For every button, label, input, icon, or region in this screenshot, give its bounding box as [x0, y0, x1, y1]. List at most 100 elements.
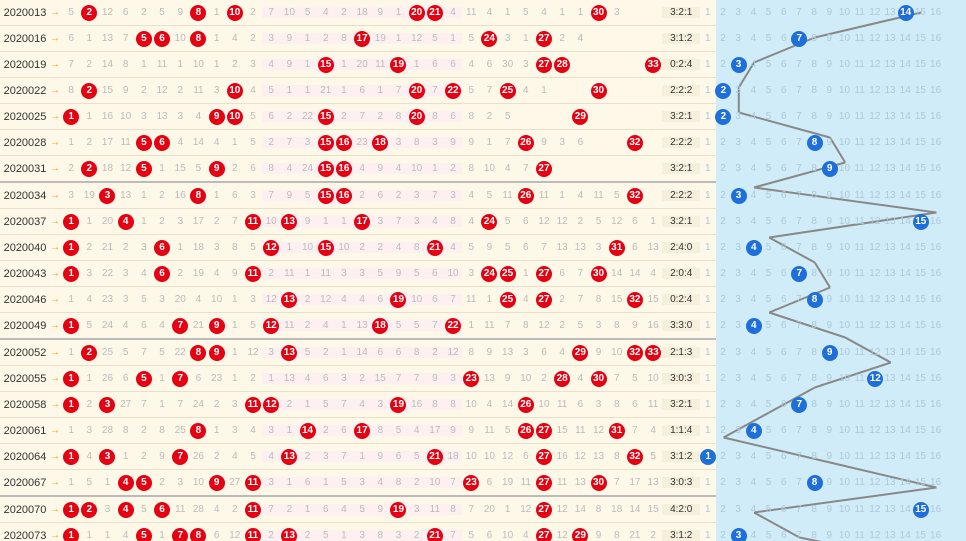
red-cell: 6: [517, 242, 535, 253]
red-cell: 9: [444, 425, 462, 436]
red-cell: 5: [135, 371, 153, 387]
blue-cell: 7: [791, 7, 806, 18]
red-cell: 26: [98, 373, 116, 384]
red-cell: 32: [626, 449, 644, 465]
red-cell: 13: [280, 528, 298, 541]
red-cell: 5: [389, 425, 407, 436]
red-ball: 26: [518, 135, 534, 151]
arrow-icon: →: [50, 85, 62, 96]
blue-cell: 5: [761, 373, 776, 384]
red-cell: 25: [98, 347, 116, 358]
red-cell: 11: [153, 59, 171, 70]
red-cell: 8: [189, 5, 207, 21]
blue-cell: 5: [761, 59, 776, 70]
red-cell: 11: [244, 397, 262, 413]
blue-cell: 14: [898, 111, 913, 122]
blue-cell: 15: [913, 268, 928, 279]
arrow-icon: →: [50, 477, 62, 488]
red-cell: 14: [626, 268, 644, 279]
blue-cell: 15: [913, 85, 928, 96]
red-cell: 8: [371, 425, 389, 436]
red-cell: 27: [535, 292, 553, 308]
blue-cell: 7: [791, 294, 806, 305]
red-cell: 5: [426, 33, 444, 44]
red-cell: 15: [644, 504, 662, 515]
blue-cell: 12: [867, 33, 882, 44]
ratio: 2:4:0: [662, 242, 700, 253]
red-cell: 2: [280, 504, 298, 515]
red-cell: 21: [98, 242, 116, 253]
red-ball: 31: [609, 240, 625, 256]
red-cell: 1: [408, 59, 426, 70]
red-cell: 16: [335, 135, 353, 151]
red-cell: 2: [353, 190, 371, 201]
red-cell: 3: [444, 190, 462, 201]
red-cell: 1: [171, 59, 189, 70]
red-cell: 1: [226, 294, 244, 305]
red-cell: 5: [117, 347, 135, 358]
blue-cell: 13: [882, 320, 897, 331]
red-cell: 32: [626, 345, 644, 361]
red-cell: 30: [589, 266, 607, 282]
blue-ball: 4: [746, 318, 762, 334]
red-ball: 5: [136, 371, 152, 387]
red-cell: 23: [462, 371, 480, 387]
red-cell: 4: [517, 294, 535, 305]
red-cell: 25: [499, 83, 517, 99]
red-cell: 2: [80, 83, 98, 99]
blue-cell: 11: [852, 111, 867, 122]
red-ball: 16: [336, 161, 352, 177]
red-cell: 12: [608, 216, 626, 227]
red-cell: 27: [535, 57, 553, 73]
red-cell: 10: [444, 268, 462, 279]
blue-cell: 15: [913, 59, 928, 70]
blue-cell: 10: [837, 33, 852, 44]
red-cell: 10: [408, 294, 426, 305]
red-cell: 3: [171, 216, 189, 227]
red-ball: 12: [263, 240, 279, 256]
red-cell: 11: [244, 266, 262, 282]
red-ball: 27: [536, 423, 552, 439]
red-cell: 2: [244, 373, 262, 384]
red-cell: 6: [426, 294, 444, 305]
red-ball: 30: [591, 371, 607, 387]
red-cell: 1: [62, 109, 80, 125]
blue-cell: 6: [776, 373, 791, 384]
red-cell: 4: [553, 347, 571, 358]
red-ball: 28: [554, 371, 570, 387]
blue-ball: 3: [731, 528, 747, 541]
red-cell: 8: [153, 425, 171, 436]
red-cell: 2: [244, 33, 262, 44]
red-cell: 27: [535, 266, 553, 282]
red-cell: 1: [153, 373, 171, 384]
blue-cell: 16: [928, 33, 943, 44]
red-cell: 10: [262, 216, 280, 227]
red-cell: 33: [644, 345, 662, 361]
red-cell: 4: [335, 294, 353, 305]
red-cell: 2: [80, 5, 98, 21]
blue-cell: 4: [746, 423, 761, 439]
red-cell: 2: [408, 477, 426, 488]
period: 2020073: [0, 530, 50, 541]
blue-cell: 4: [746, 399, 761, 410]
red-cell: 17: [353, 214, 371, 230]
red-ball: 23: [463, 475, 479, 491]
red-ball: 10: [227, 109, 243, 125]
red-cell: 1: [226, 347, 244, 358]
red-cell: 2: [244, 7, 262, 18]
red-cell: 5: [408, 320, 426, 331]
red-ball: 13: [281, 292, 297, 308]
red-cell: 1: [80, 530, 98, 541]
red-cell: 22: [98, 268, 116, 279]
red-cell: 1: [208, 190, 226, 201]
red-cell: 11: [589, 190, 607, 201]
red-cell: 4: [262, 59, 280, 70]
blue-cell: 3: [731, 7, 746, 18]
red-cell: 6: [153, 135, 171, 151]
blue-cell: 13: [882, 137, 897, 148]
red-cell: 10: [480, 451, 498, 462]
red-cell: 19: [389, 292, 407, 308]
red-cell: 4: [189, 111, 207, 122]
red-cell: 5: [462, 242, 480, 253]
red-cell: 5: [371, 268, 389, 279]
